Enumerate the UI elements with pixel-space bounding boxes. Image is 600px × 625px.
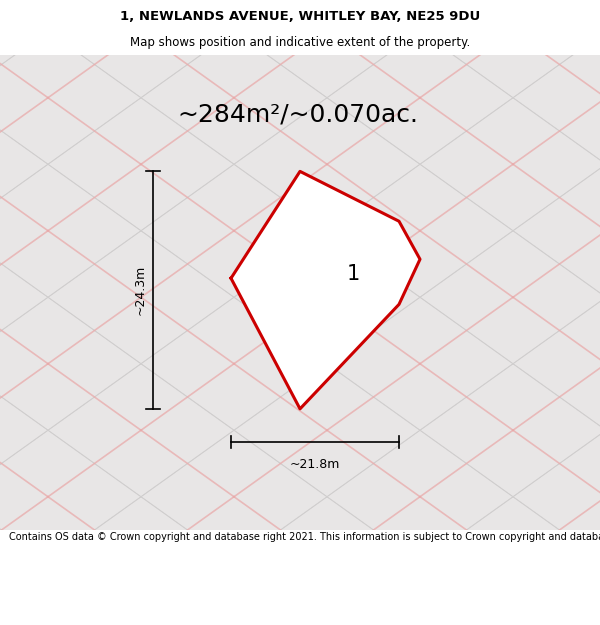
Polygon shape bbox=[420, 364, 600, 497]
Polygon shape bbox=[0, 31, 141, 164]
Polygon shape bbox=[0, 364, 48, 497]
Polygon shape bbox=[141, 298, 327, 430]
Text: 1, NEWLANDS AVENUE, WHITLEY BAY, NE25 9DU: 1, NEWLANDS AVENUE, WHITLEY BAY, NE25 9D… bbox=[120, 10, 480, 23]
Polygon shape bbox=[234, 0, 420, 98]
Polygon shape bbox=[0, 298, 141, 430]
Polygon shape bbox=[0, 430, 141, 563]
Text: ~24.3m: ~24.3m bbox=[133, 265, 146, 315]
Polygon shape bbox=[234, 497, 420, 625]
Text: Map shows position and indicative extent of the property.: Map shows position and indicative extent… bbox=[130, 36, 470, 49]
Polygon shape bbox=[327, 31, 513, 164]
Polygon shape bbox=[0, 98, 48, 231]
Polygon shape bbox=[420, 231, 600, 364]
Polygon shape bbox=[420, 0, 600, 98]
Polygon shape bbox=[48, 497, 234, 625]
Polygon shape bbox=[231, 171, 420, 409]
Polygon shape bbox=[141, 164, 327, 298]
Text: Contains OS data © Crown copyright and database right 2021. This information is : Contains OS data © Crown copyright and d… bbox=[9, 532, 600, 542]
Polygon shape bbox=[513, 298, 600, 430]
Polygon shape bbox=[327, 164, 513, 298]
Polygon shape bbox=[420, 497, 600, 625]
Polygon shape bbox=[48, 98, 234, 231]
Polygon shape bbox=[141, 31, 327, 164]
Polygon shape bbox=[48, 0, 234, 98]
Polygon shape bbox=[234, 98, 420, 231]
Text: ~21.8m: ~21.8m bbox=[290, 458, 340, 471]
Polygon shape bbox=[0, 231, 48, 364]
Polygon shape bbox=[327, 430, 513, 563]
Polygon shape bbox=[420, 98, 600, 231]
Polygon shape bbox=[234, 364, 420, 497]
Polygon shape bbox=[234, 231, 420, 364]
Polygon shape bbox=[513, 430, 600, 563]
Polygon shape bbox=[327, 298, 513, 430]
Polygon shape bbox=[0, 0, 48, 98]
Polygon shape bbox=[141, 430, 327, 563]
Polygon shape bbox=[48, 364, 234, 497]
Polygon shape bbox=[513, 31, 600, 164]
Polygon shape bbox=[48, 231, 234, 364]
Text: 1: 1 bbox=[347, 264, 360, 284]
Text: ~284m²/~0.070ac.: ~284m²/~0.070ac. bbox=[177, 102, 418, 126]
Polygon shape bbox=[0, 164, 141, 298]
Polygon shape bbox=[513, 164, 600, 298]
Polygon shape bbox=[0, 497, 48, 625]
